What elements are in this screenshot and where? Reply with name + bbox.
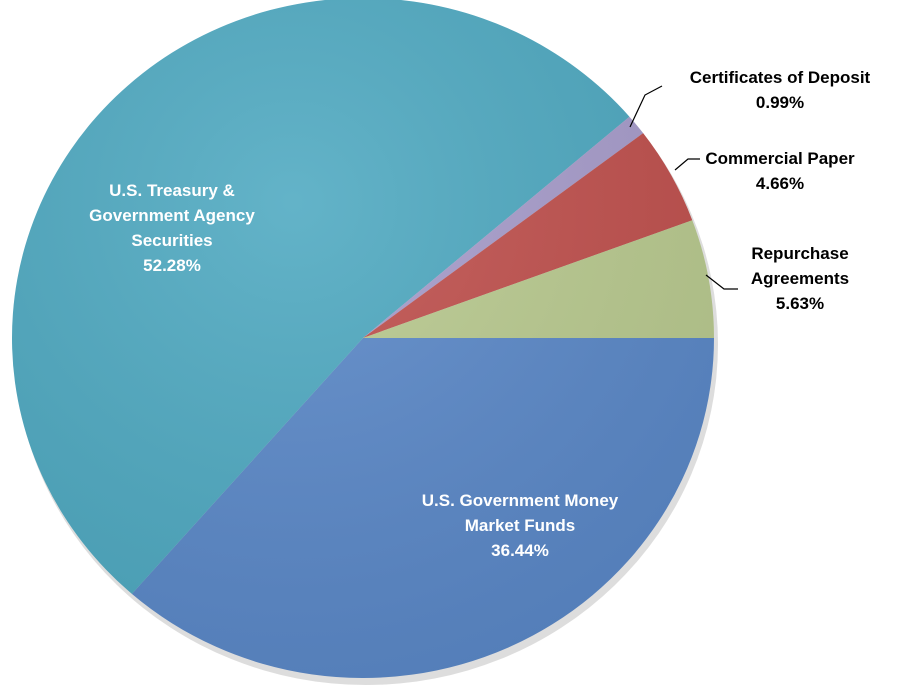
value-label: 4.66% [755, 174, 805, 193]
slice-label: Repurchase Agreements 5.63% [730, 241, 870, 316]
value-label: 0.99% [755, 93, 805, 112]
slice-label: U.S. Government Money Market Funds 36.44% [395, 488, 645, 563]
value-label: 36.44% [491, 541, 549, 560]
value-label: 52.28% [143, 256, 201, 275]
leader-line [705, 274, 738, 290]
value-label: 5.63% [775, 294, 825, 313]
leader-line [674, 158, 700, 171]
leader-line [629, 85, 663, 128]
category-name: Certificates of Deposit [689, 68, 871, 87]
slice-label: U.S. Treasury & Government Agency Securi… [62, 178, 282, 278]
category-name: U.S. Treasury & Government Agency Securi… [89, 181, 255, 250]
slice-label: Commercial Paper 4.66% [680, 146, 880, 196]
category-name: Repurchase Agreements [750, 244, 850, 288]
category-name: U.S. Government Money Market Funds [421, 491, 619, 535]
category-name: Commercial Paper [705, 149, 855, 168]
slice-label: Certificates of Deposit 0.99% [655, 65, 905, 115]
